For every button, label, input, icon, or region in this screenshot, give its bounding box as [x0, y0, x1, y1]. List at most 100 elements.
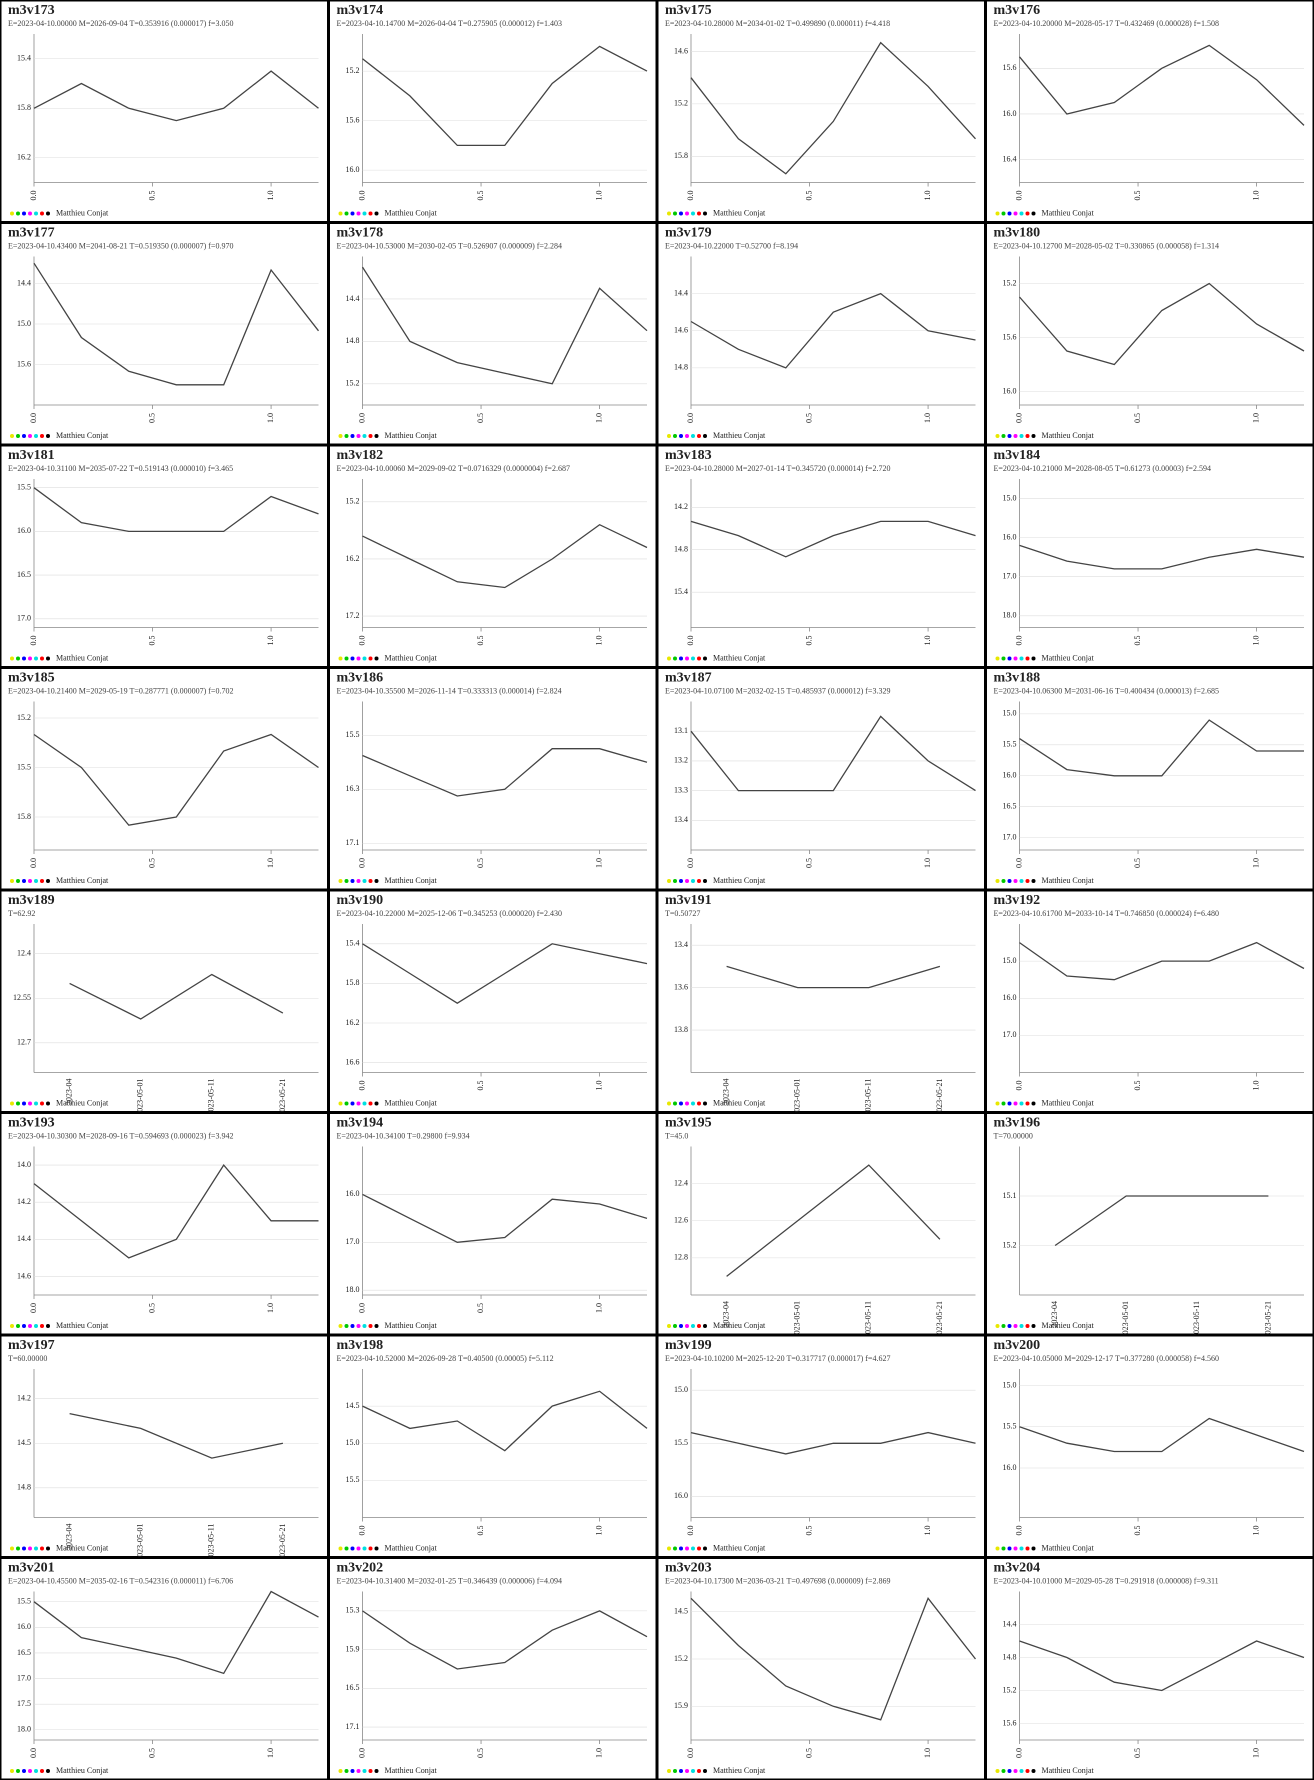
- y-tick-label: 15.8: [17, 812, 31, 821]
- x-tick-label: 0.5: [147, 636, 156, 646]
- panel-params: E=2023-04-10.35500 M=2026-11-14 T=0.3333…: [337, 686, 562, 695]
- legend-dot: [1031, 434, 1036, 438]
- x-tick-label: 0.5: [1133, 191, 1142, 201]
- panel-frame: [985, 1335, 1314, 1558]
- legend-dot: [1025, 1101, 1030, 1106]
- x-tick-label: 0.0: [357, 1748, 366, 1758]
- credit: Matthieu Conjat: [56, 208, 109, 217]
- panel-params: E=2023-04-10.53000 M=2030-02-05 T=0.5269…: [337, 241, 562, 250]
- legend-dot: [1025, 1769, 1030, 1773]
- y-tick-label: 16.4: [1003, 154, 1017, 163]
- panel-params: E=2023-04-10.20000 M=2028-05-17 T=0.4324…: [994, 19, 1219, 28]
- x-tick-label: 1.0: [1251, 1526, 1260, 1536]
- legend-dot: [344, 656, 349, 661]
- legend-dot: [703, 1769, 707, 1773]
- y-tick-label: 13.6: [674, 982, 688, 991]
- legend-dot: [46, 879, 50, 883]
- fit-curve: [726, 1164, 941, 1277]
- x-tick-label: 0.0: [686, 636, 695, 646]
- legend-dot: [995, 1101, 1000, 1106]
- legend-dot: [356, 211, 361, 216]
- x-tick-label: 1.0: [1251, 413, 1260, 423]
- panel-title: m3v193: [8, 1116, 55, 1131]
- y-tick-label: 15.5: [17, 1597, 31, 1606]
- y-tick-label: 15.6: [1003, 1718, 1017, 1727]
- credit: Matthieu Conjat: [56, 1766, 109, 1775]
- x-tick-label: 0.5: [476, 636, 485, 646]
- legend-dot: [374, 656, 379, 661]
- legend-dot: [667, 879, 671, 883]
- legend-dot: [10, 879, 14, 883]
- legend-dot: [368, 1769, 373, 1773]
- panel-frame: [985, 1557, 1314, 1780]
- y-tick-label: 12.6: [674, 1216, 688, 1225]
- legend-dot: [1031, 1546, 1036, 1551]
- x-tick-label: 2023-05-01: [136, 1524, 145, 1561]
- x-tick-label: 1.0: [1251, 1081, 1260, 1091]
- legend-dot: [1019, 434, 1024, 438]
- legend-dot: [1019, 1546, 1024, 1551]
- legend-dot: [34, 434, 38, 438]
- x-tick-label: 0.5: [147, 191, 156, 201]
- fit-curve: [69, 1412, 284, 1459]
- fit-curve: [362, 523, 648, 589]
- x-tick-label: 0.0: [1014, 1748, 1023, 1758]
- panel-frame: [0, 1335, 329, 1558]
- panel-params: E=2023-04-10.31100 M=2035-07-22 T=0.5191…: [8, 464, 233, 473]
- credit: Matthieu Conjat: [713, 1766, 766, 1775]
- legend-dot: [368, 434, 373, 438]
- legend-dot: [356, 1769, 361, 1773]
- panel-params: E=2023-04-10.28000 M=2034-01-02 T=0.4998…: [665, 19, 890, 28]
- y-tick-label: 18.0: [1003, 611, 1017, 620]
- x-tick-label: 0.0: [29, 1303, 38, 1313]
- panel-title: m3v190: [337, 893, 384, 908]
- legend-dot: [40, 434, 44, 438]
- panel-frame: [985, 445, 1314, 668]
- legend-dot: [34, 656, 38, 661]
- legend-dot: [1019, 1769, 1024, 1773]
- legend-dot: [22, 434, 26, 438]
- legend-dot: [1019, 1101, 1024, 1106]
- legend-dot: [16, 1101, 20, 1106]
- y-tick-label: 16.5: [17, 570, 31, 579]
- legend-dot: [338, 1769, 343, 1773]
- legend-dot: [1001, 434, 1006, 438]
- y-tick-label: 17.1: [346, 1722, 360, 1731]
- x-tick-label: 1.0: [266, 413, 275, 423]
- legend-dot: [1001, 211, 1006, 216]
- legend-dot: [1007, 1546, 1012, 1551]
- y-tick-label: 15.0: [1003, 493, 1017, 502]
- x-tick-label: 0.5: [476, 1526, 485, 1536]
- x-tick-label: 0.0: [1014, 858, 1023, 868]
- panel-title: m3v177: [8, 226, 55, 241]
- x-tick-label: 2023-05-11: [207, 1524, 216, 1561]
- panel-params: E=2023-04-10.21000 M=2028-08-05 T=0.6127…: [994, 464, 1211, 473]
- legend-dot: [350, 434, 355, 438]
- x-tick-label: 0.5: [1133, 1748, 1142, 1758]
- fit-curve: [362, 45, 648, 147]
- legend-dot: [1031, 1324, 1036, 1328]
- legend-dot: [697, 1769, 701, 1773]
- legend-dot: [697, 879, 701, 883]
- x-tick-label: 0.0: [357, 1081, 366, 1091]
- y-tick-label: 16.0: [346, 165, 360, 174]
- fit-curve: [1019, 1417, 1305, 1453]
- y-tick-label: 14.5: [674, 1607, 688, 1616]
- y-tick-label: 14.8: [674, 545, 688, 554]
- x-tick-label: 1.0: [1251, 636, 1260, 646]
- y-tick-label: 15.0: [1003, 709, 1017, 718]
- x-tick-label: 2023-05-01: [793, 1079, 802, 1116]
- x-tick-label: 1.0: [1251, 191, 1260, 201]
- legend-dot: [368, 1324, 373, 1328]
- legend-dot: [1031, 656, 1036, 661]
- panel-title: m3v198: [337, 1338, 384, 1353]
- y-tick-label: 15.2: [1003, 1685, 1017, 1694]
